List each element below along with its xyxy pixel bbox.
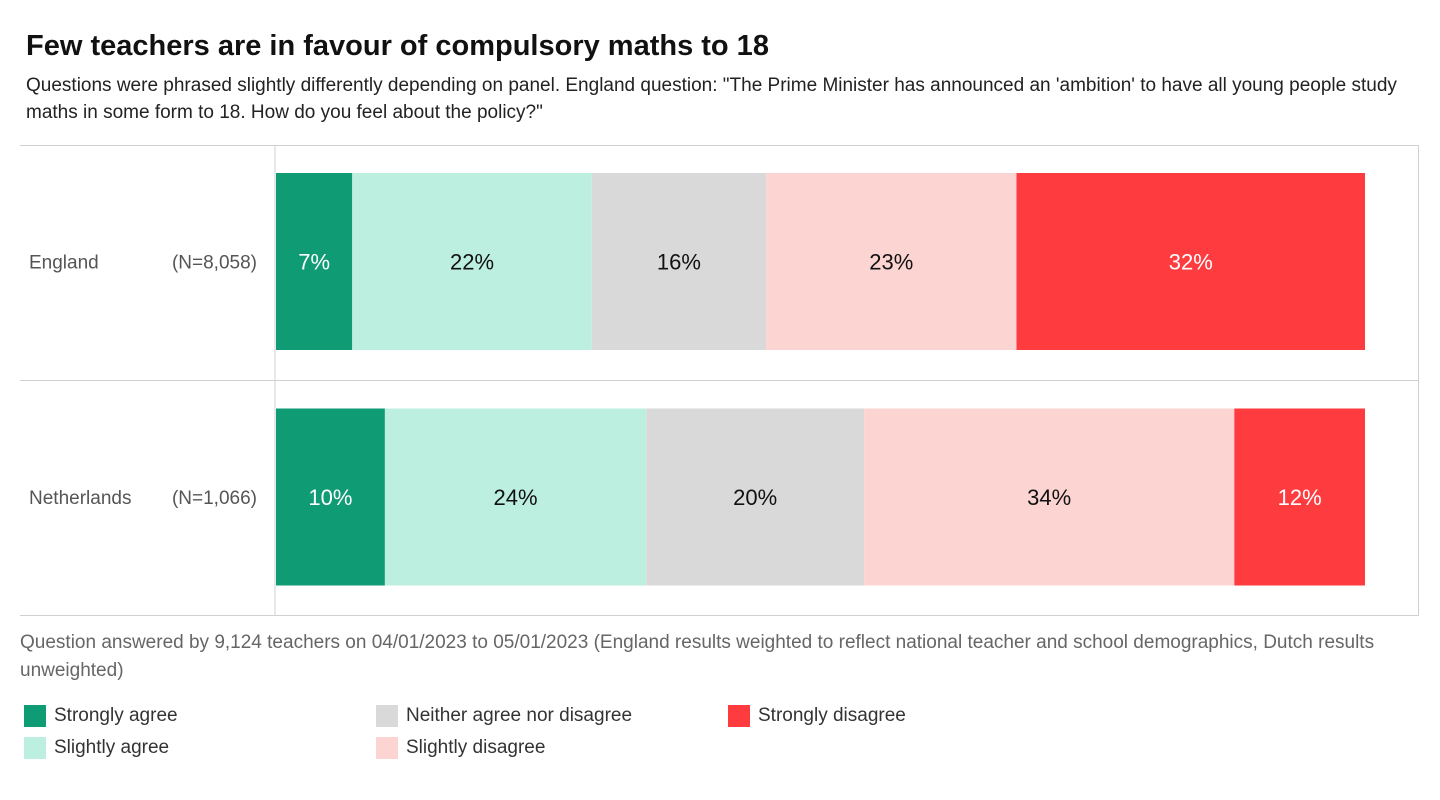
bar-netherlands-strongly-disagree [1234, 408, 1365, 586]
row-label-netherlands: Netherlands [29, 488, 131, 509]
bar-label-netherlands-slightly-disagree: 34% [1027, 485, 1071, 510]
bar-netherlands-slightly-agree [384, 408, 647, 586]
bar-england-neither-agree-nor-disagree [591, 173, 767, 350]
bar-label-england-strongly-agree: 7% [298, 250, 330, 275]
legend-item-strongly-disagree: Strongly disagree [728, 702, 906, 730]
bar-label-england-strongly-disagree: 32% [1169, 250, 1213, 275]
bar-label-netherlands-strongly-disagree: 12% [1278, 485, 1322, 510]
legend-swatch-strongly-disagree [728, 705, 750, 727]
legend-swatch-slightly-agree [24, 737, 46, 759]
row-label-england: England [29, 253, 99, 274]
bar-label-england-slightly-agree: 22% [450, 250, 494, 275]
legend-label-strongly-agree: Strongly agree [54, 705, 178, 726]
legend-label-slightly-disagree: Slightly disagree [406, 737, 546, 758]
bar-england-slightly-disagree [766, 173, 1017, 350]
legend-swatch-slightly-disagree [376, 737, 398, 759]
legend-swatch-neither-agree-nor-disagree [376, 705, 398, 727]
legend-item-strongly-agree: Strongly agree [24, 702, 178, 730]
chart-footnote: Question answered by 9,124 teachers on 0… [20, 632, 1375, 681]
bar-label-netherlands-neither-agree-nor-disagree: 20% [733, 485, 777, 510]
bar-label-netherlands-strongly-agree: 10% [308, 485, 352, 510]
bar-label-netherlands-slightly-agree: 24% [494, 485, 538, 510]
bar-netherlands-neither-agree-nor-disagree [646, 408, 865, 586]
bar-label-england-slightly-disagree: 23% [869, 250, 913, 275]
bar-label-england-neither-agree-nor-disagree: 16% [657, 250, 701, 275]
legend-item-slightly-disagree: Slightly disagree [376, 734, 545, 762]
stacked-bar-chart: England (N=8,058) 7% 22% 16% 23% 32% Netherland… [20, 145, 1419, 616]
bar-england-slightly-agree [352, 173, 592, 350]
chart-title: Few teachers are in favour of compulsory… [26, 30, 769, 62]
legend-item-neither-agree-nor-disagree: Neither agree nor disagree [376, 702, 632, 730]
chart-area: England (N=8,058) 7% 22% 16% 23% 32% Netherland… [20, 145, 1419, 616]
bar-netherlands-strongly-agree [276, 408, 385, 586]
bar-england-strongly-agree [276, 173, 353, 350]
legend-item-slightly-agree: Slightly agree [24, 734, 169, 762]
row-count-netherlands: (N=1,066) [172, 488, 257, 509]
bar-netherlands-slightly-disagree [864, 408, 1235, 586]
legend-swatch-strongly-agree [24, 705, 46, 727]
legend-label-strongly-disagree: Strongly disagree [758, 705, 906, 726]
chart-legend: Strongly agree Slightly agree Neither agre… [24, 702, 1414, 772]
legend-label-neither-agree-nor-disagree: Neither agree nor disagree [406, 705, 633, 726]
row-count-england: (N=8,058) [172, 253, 257, 274]
chart-subtitle: Questions were phrased slightly differen… [26, 75, 1397, 123]
bar-england-strongly-disagree [1016, 173, 1365, 350]
legend-label-slightly-agree: Slightly agree [54, 737, 170, 758]
